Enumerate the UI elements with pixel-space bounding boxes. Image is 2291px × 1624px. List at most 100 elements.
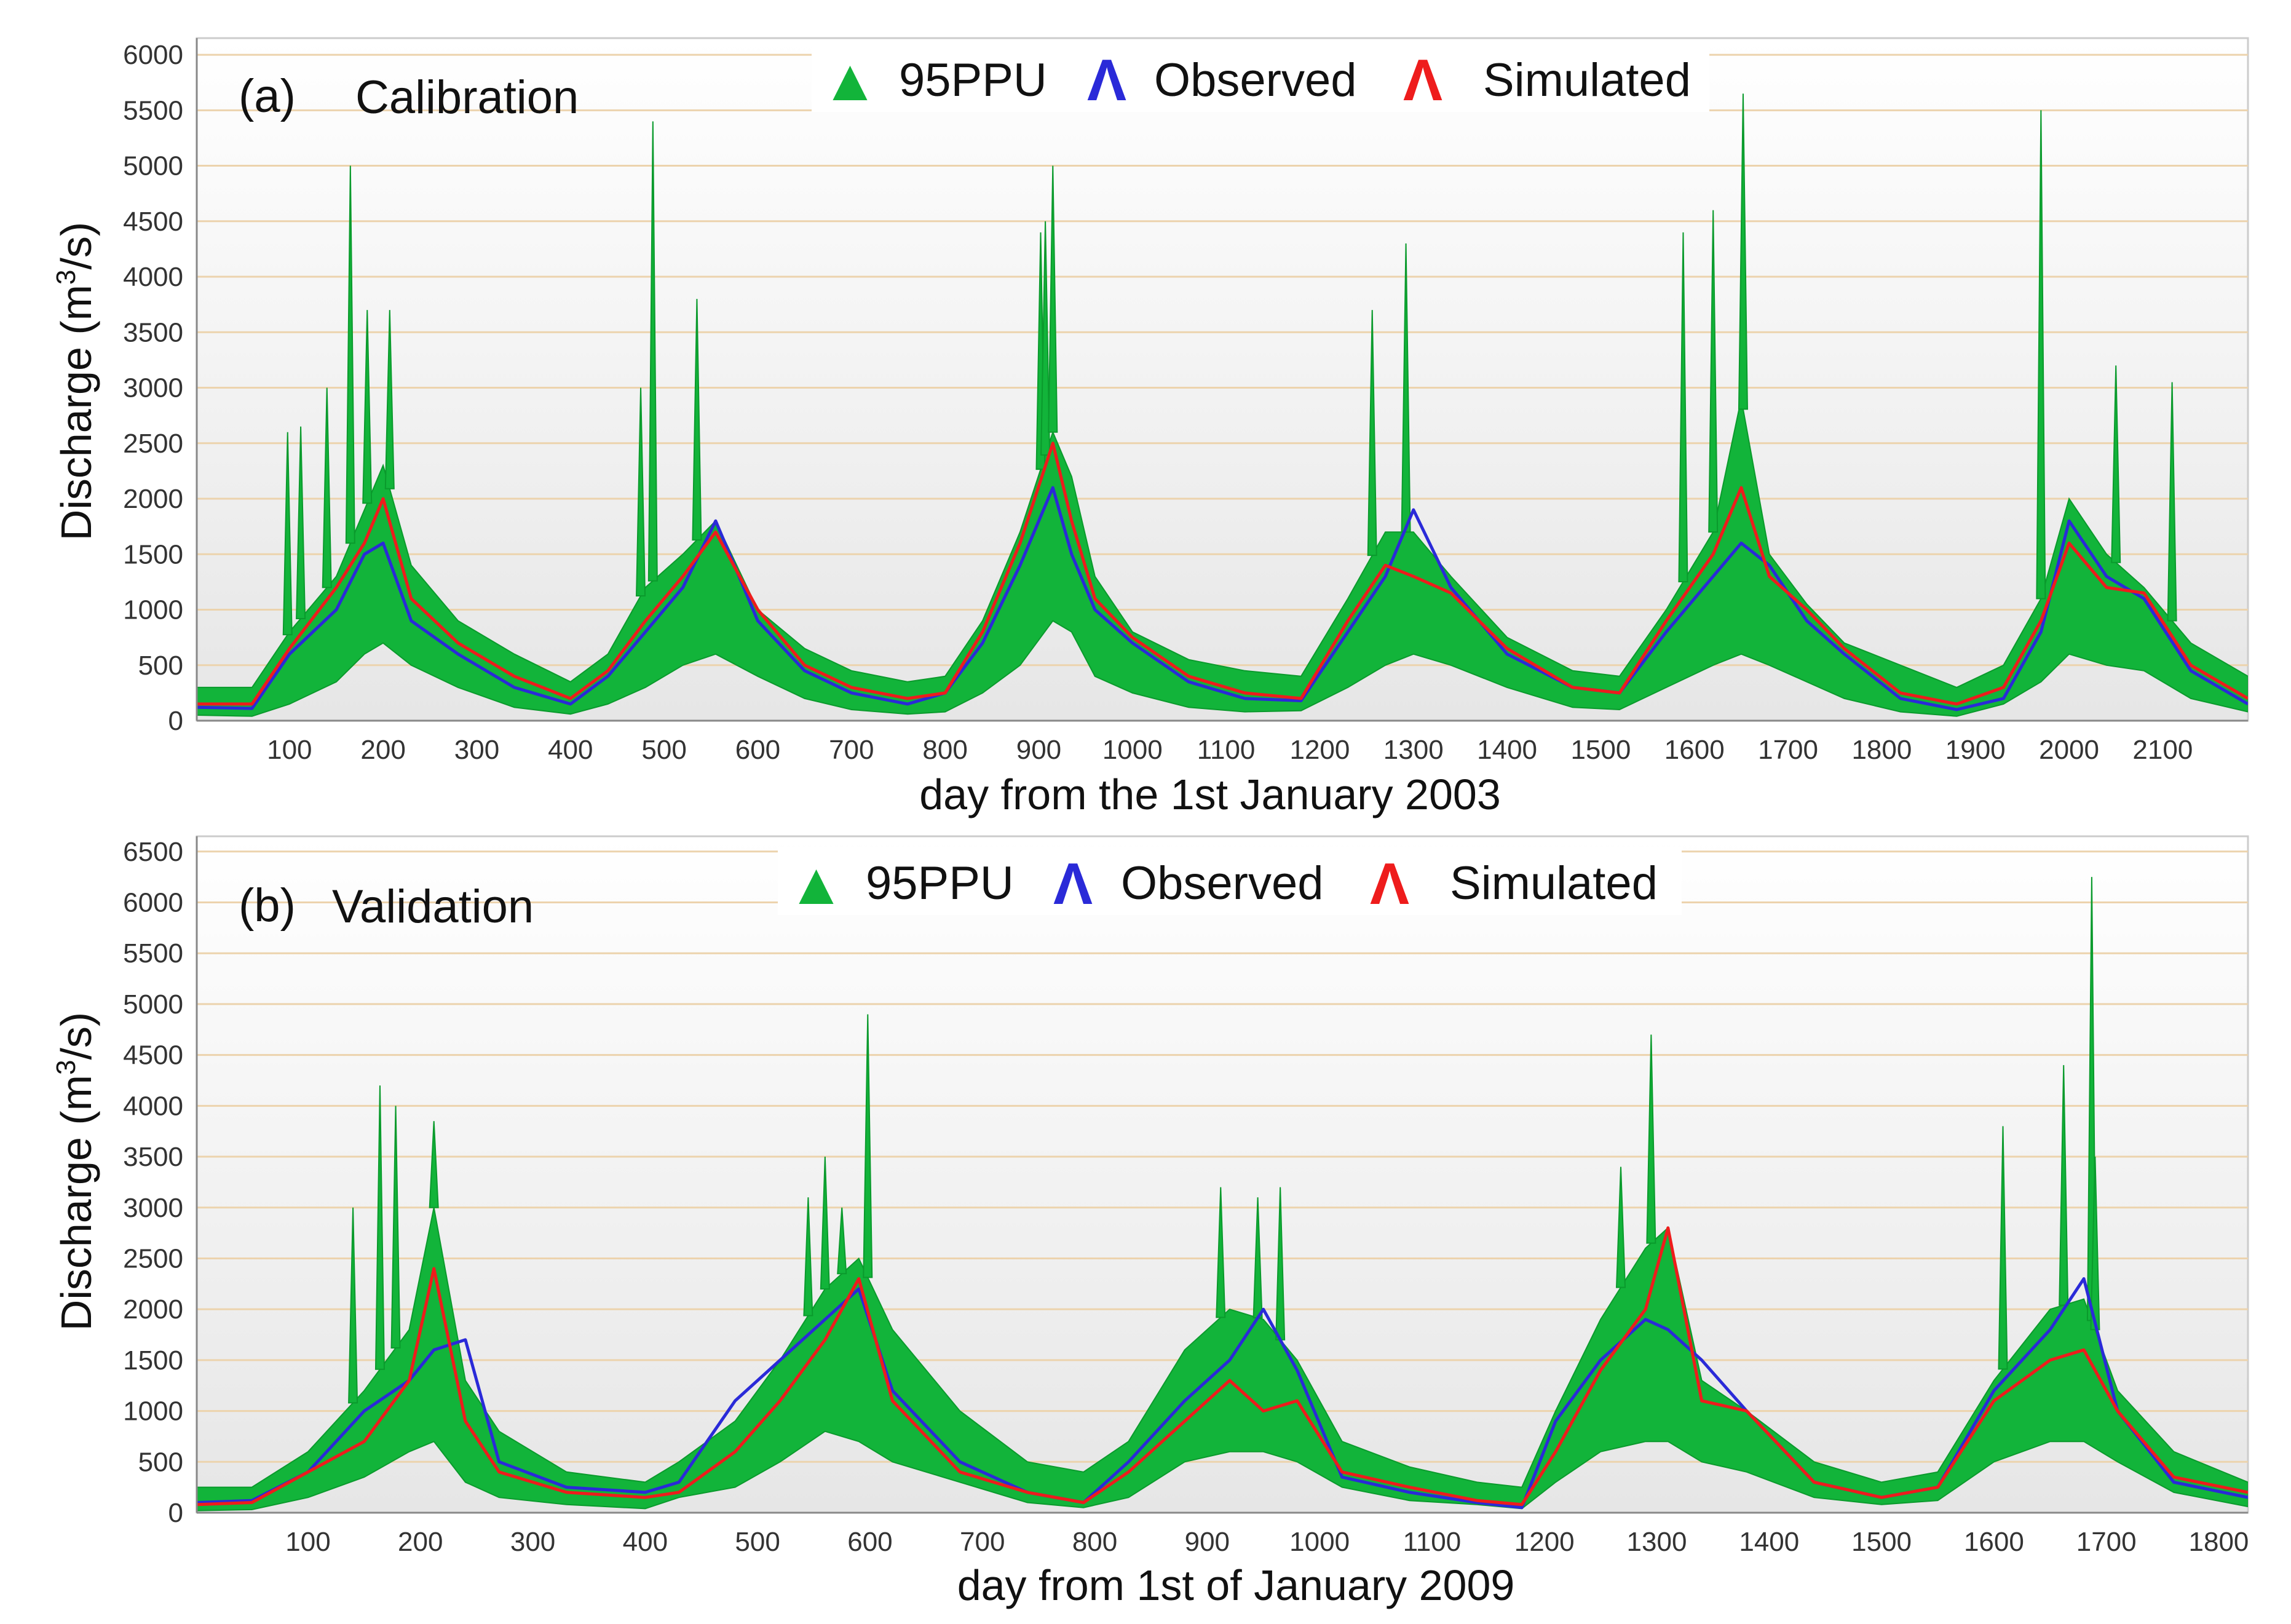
y-tick-label: 2000 [123,484,183,514]
y-axis-label-superscript: 3 [51,270,81,285]
x-tick-label: 1000 [1102,735,1163,765]
x-tick-label: 1800 [1851,735,1912,765]
ppu-spike [322,387,332,588]
ppu-spike [1401,243,1411,533]
y-tick-label: 4000 [123,262,183,292]
ppu-spike [429,1121,439,1208]
y-tick-label: 2500 [123,1243,183,1273]
y-tick-label: 6000 [123,40,183,70]
x-tick-labels: 100 200 300 400 500 600 700 800 900 1000 1100 1200 1… [285,1527,2249,1557]
x-axis-label: day from 1st of January 2009 [957,1561,1515,1609]
legend: ▲ 95PPU Λ Observed Λ Simulated [812,44,1709,113]
x-tick-label: 1800 [2189,1527,2249,1557]
y-tick-labels: 0 500 1000 1500 2000 2500 3000 3500 4000 4500 5000… [123,40,183,736]
ppu-spike [296,426,306,619]
x-tick-label: 300 [454,735,499,765]
y-tick-label: 4000 [123,1091,183,1121]
panel-label: (b) [239,879,296,932]
x-tick-label: 1900 [1945,735,2006,765]
x-tick-labels: 100 200 300 400 500 600 700 800 900 1000 1100 1200 1… [267,735,2193,765]
ppu-spike [1040,221,1051,456]
x-tick-label: 1300 [1383,735,1444,765]
ppu-band [197,1207,2248,1511]
ppu-spike [374,1085,385,1370]
y-tick-label: 4500 [123,1040,183,1071]
x-tick-label: 1600 [1664,735,1725,765]
x-tick-label: 900 [1185,1527,1230,1557]
legend-swatch-simulated: Λ [1370,851,1409,917]
ppu-spike [636,387,646,596]
ppu-spike [2167,382,2177,622]
y-tick-label: 3000 [123,373,183,403]
ppu-spike [390,1106,401,1349]
x-tick-label: 700 [960,1527,1005,1557]
x-tick-label: 1700 [1758,735,1818,765]
ppu-spike [1738,93,1748,410]
ppu-spike [1216,1187,1226,1318]
x-tick-label: 500 [641,735,686,765]
legend-label-95ppu: 95PPU [899,54,1047,106]
x-tick-label: 1000 [1289,1527,1350,1557]
y-axis-label-text: Discharge (m [52,1075,100,1331]
y-axis-label-text: Discharge (m [52,285,100,541]
data-layer [197,93,2248,717]
y-tick-label: 5000 [123,989,183,1020]
plot-area-background [196,37,2249,722]
y-tick-label: 3500 [123,1142,183,1172]
x-tick-label: 500 [735,1527,780,1557]
x-tick-label: 600 [735,735,780,765]
legend-label-observed: Observed [1121,857,1324,909]
legend-swatch-simulated: Λ [1403,47,1442,113]
x-tick-label: 1100 [1197,735,1256,765]
panel-label: (a) [239,70,296,122]
x-tick-label: 100 [285,1527,330,1557]
y-tick-label: 2000 [123,1294,183,1325]
y-tick-label: 1500 [123,1345,183,1376]
legend-swatch-observed: Λ [1087,47,1126,113]
y-tick-label: 3000 [123,1193,183,1223]
gridlines [197,850,2248,1463]
ppu-spike [1646,1034,1656,1244]
ppu-spike [282,432,293,636]
simulated-line [197,442,2248,706]
ppu-spike [2036,110,2046,600]
x-tick-label: 1200 [1289,735,1350,765]
x-tick-label: 1300 [1627,1527,1687,1557]
panel-title: Validation [332,881,534,933]
legend-swatch-95ppu: ▲ [787,851,845,917]
data-layer [197,877,2248,1511]
validation-panel: 0 500 1000 1500 2000 2500 3000 3500 4000 4500 5000… [51,835,2249,1609]
x-tick-label: 2100 [2132,735,2193,765]
x-tick-label: 200 [398,1527,443,1557]
ppu-spike [1998,1126,2008,1370]
ppu-spike [647,121,658,582]
legend-swatch-95ppu: ▲ [821,47,879,113]
gridlines [197,53,2248,667]
ppu-spike [863,1014,873,1278]
x-tick-label: 200 [360,735,405,765]
legend-background [778,847,1682,915]
ppu-spike [1678,232,1688,583]
simulated-line [197,1226,2248,1507]
x-tick-label: 400 [548,735,593,765]
y-axis-label: Discharge (m3/s) [51,1012,100,1331]
ppu-spike [2090,1157,2100,1331]
y-tick-label: 500 [138,651,183,681]
ppu-spike [1708,210,1719,533]
ppu-spike [837,1207,847,1275]
y-axis-label-unit: /s) [52,222,100,270]
x-tick-label: 800 [1072,1527,1117,1557]
x-tick-label: 900 [1016,735,1061,765]
ppu-spike [1048,165,1058,433]
x-tick-label: 800 [922,735,967,765]
x-tick-label: 700 [829,735,874,765]
x-tick-label: 300 [510,1527,555,1557]
x-tick-label: 1100 [1403,1527,1462,1557]
ppu-spike [362,310,373,504]
y-tick-label: 0 [168,1498,183,1528]
y-tick-label: 6000 [123,888,183,918]
y-tick-label: 6500 [123,837,183,867]
y-tick-label: 5500 [123,938,183,968]
y-tick-label: 5500 [123,95,183,125]
